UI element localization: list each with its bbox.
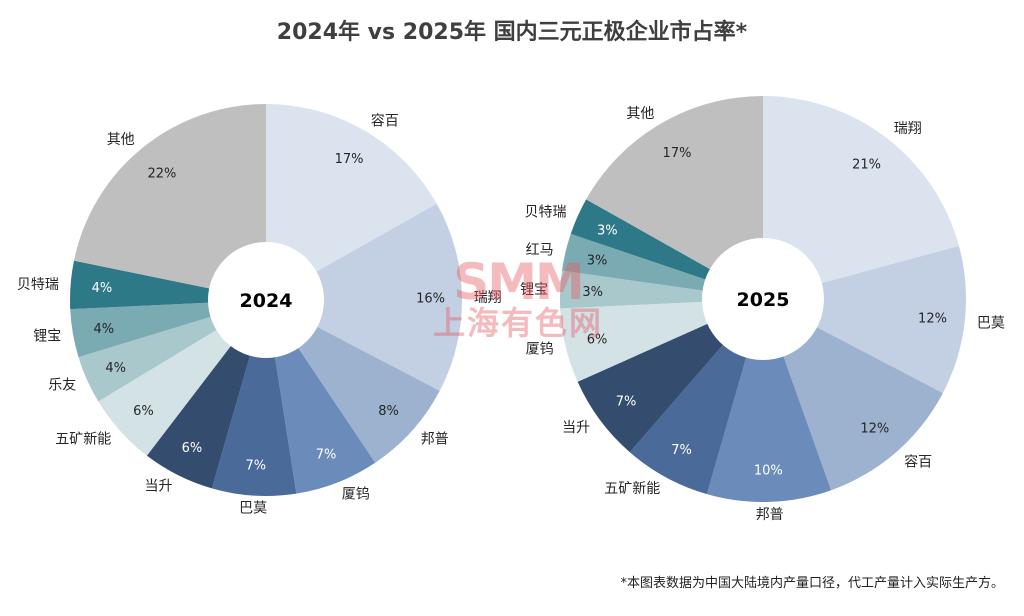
slice-percent-label: 7% [316,447,337,462]
slice-name-label: 贝特瑞 [17,277,59,293]
slice-name-label: 瑞翔 [474,290,502,306]
slice-percent-label: 12% [918,312,947,327]
slice-name-label: 贝特瑞 [525,204,567,220]
slice-percent-label: 7% [671,443,692,458]
slice-name-label: 五矿新能 [604,481,660,497]
slice-name-label: 厦钨 [526,342,554,358]
slice-name-label: 厦钨 [342,487,370,503]
slice-percent-label: 22% [147,166,176,181]
slice-percent-label: 6% [587,332,608,347]
donut-center-label: 2024 [240,290,293,312]
slice-name-label: 巴莫 [977,315,1005,331]
donut-center-label: 2025 [737,289,790,311]
donut-2024: 2024 17% 容百 16% 瑞翔 8% 邦普 7% 厦钨 7% 巴莫 6% 当升 6% 五矿新能 4% 乐友… [17,104,502,516]
slice-2024-0 [266,104,437,300]
slice-2024-10 [73,104,267,300]
slice-2025-3 [706,299,832,503]
slice-percent-label: 7% [245,458,266,473]
slice-percent-label: 4% [105,361,126,376]
donut-2025: 2025 21% 瑞翔 12% 巴莫 12% 容百 10% 邦普 7% 五矿新能 7% 当升 6% 厦钨 3%… [520,95,1005,523]
slice-name-label: 容百 [904,453,932,470]
slice-name-label: 乐友 [48,378,76,394]
slice-percent-label: 16% [416,291,445,306]
slice-percent-label: 4% [92,281,113,296]
slice-percent-label: 3% [587,254,608,269]
slice-name-label: 锂宝 [520,282,548,298]
slice-2025-10 [586,95,763,299]
slice-name-label: 邦普 [421,432,449,448]
slice-name-label: 其他 [107,132,135,148]
slice-percent-label: 6% [182,441,203,456]
slice-percent-label: 8% [378,404,399,419]
slice-name-label: 巴莫 [239,500,267,516]
slice-name-label: 其他 [626,106,654,122]
slice-2025-0 [763,96,959,299]
chart-title: 2024年 vs 2025年 国内三元正极企业市占率* [276,20,748,45]
slice-2024-4 [211,300,297,496]
slice-name-label: 邦普 [756,507,784,523]
slice-percent-label: 7% [616,395,637,410]
slice-2024-2 [266,300,440,463]
slice-percent-label: 3% [582,285,603,300]
slice-percent-label: 12% [860,422,889,437]
slice-percent-label: 17% [663,146,692,161]
slice-name-label: 锂宝 [33,328,61,344]
slice-name-label: 当升 [145,479,173,495]
slice-percent-label: 10% [754,463,783,478]
donut-hole [208,242,324,358]
slice-2025-2 [763,299,943,491]
slice-percent-label: 21% [852,158,881,173]
slice-name-label: 五矿新能 [55,432,111,448]
slice-percent-label: 6% [133,404,154,419]
slice-2025-1 [763,245,967,394]
donut-hole [702,238,824,360]
slice-name-label: 当升 [562,420,590,436]
slice-percent-label: 17% [335,152,364,167]
slice-2024-1 [266,203,463,391]
slice-name-label: 容百 [371,113,399,130]
footnote: *本图表数据为中国大陆境内产量口径，代工产量计入实际生产方。 [620,576,1004,591]
slice-name-label: 红马 [526,242,554,258]
slice-name-label: 瑞翔 [894,121,922,137]
slice-percent-label: 3% [597,224,618,239]
slice-percent-label: 4% [93,322,114,337]
